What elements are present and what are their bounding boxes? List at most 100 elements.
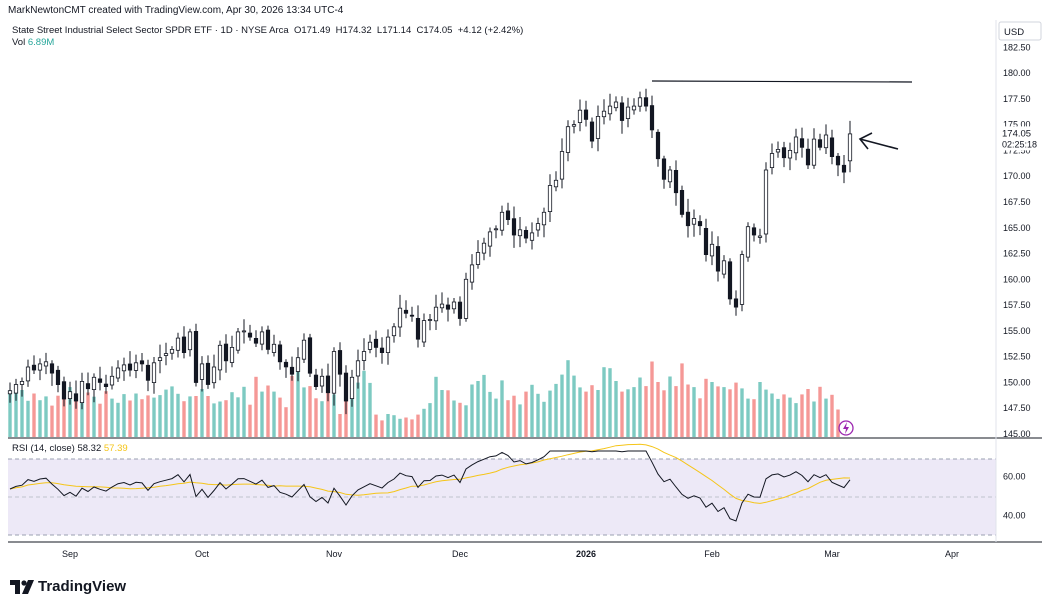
candle[interactable] (211, 354, 217, 389)
candle[interactable] (745, 222, 751, 262)
candle[interactable] (493, 225, 499, 239)
lightning-icon[interactable] (838, 420, 854, 436)
candle[interactable] (163, 342, 169, 366)
candle[interactable] (289, 356, 295, 381)
candle[interactable] (559, 138, 565, 189)
candle[interactable] (553, 171, 559, 192)
candlesticks[interactable] (7, 88, 853, 415)
candle[interactable] (97, 366, 103, 391)
candle[interactable] (505, 202, 511, 225)
candle[interactable] (811, 128, 817, 169)
candle[interactable] (91, 373, 97, 403)
candle[interactable] (271, 334, 277, 357)
candle[interactable] (685, 198, 691, 238)
candle[interactable] (283, 359, 289, 378)
candle[interactable] (613, 96, 619, 112)
tradingview-logo[interactable]: TradingView (10, 578, 126, 595)
candle[interactable] (55, 365, 61, 393)
symbol-legend[interactable]: State Street Industrial Select Sector SP… (12, 25, 523, 36)
candle[interactable] (259, 326, 265, 351)
candle[interactable] (427, 314, 433, 331)
candle[interactable] (619, 96, 625, 134)
candle[interactable] (589, 117, 595, 149)
candle[interactable] (463, 272, 469, 322)
candle[interactable] (13, 378, 19, 401)
candle[interactable] (79, 372, 85, 410)
candle[interactable] (205, 355, 211, 389)
candle[interactable] (85, 372, 91, 396)
candle[interactable] (343, 365, 349, 415)
candle[interactable] (781, 141, 787, 168)
candle[interactable] (121, 357, 127, 381)
candle[interactable] (229, 335, 235, 368)
candle[interactable] (49, 360, 55, 386)
candle[interactable] (661, 155, 667, 189)
candle[interactable] (775, 141, 781, 158)
candle[interactable] (295, 347, 301, 382)
candle[interactable] (829, 129, 835, 165)
candle[interactable] (751, 223, 757, 242)
candle[interactable] (115, 360, 121, 382)
candle[interactable] (799, 127, 805, 158)
candle[interactable] (445, 297, 451, 322)
candle[interactable] (277, 340, 283, 370)
candle[interactable] (529, 222, 535, 250)
candle[interactable] (145, 359, 151, 392)
candle[interactable] (349, 369, 355, 407)
candle[interactable] (7, 382, 13, 403)
candle[interactable] (703, 218, 709, 262)
candle[interactable] (43, 352, 49, 375)
candle[interactable] (757, 228, 763, 244)
candle[interactable] (583, 100, 589, 127)
candle[interactable] (127, 351, 133, 377)
candle[interactable] (217, 340, 223, 381)
candle[interactable] (433, 294, 439, 330)
candle[interactable] (319, 368, 325, 393)
candle[interactable] (625, 97, 631, 128)
candle[interactable] (193, 323, 199, 387)
candle[interactable] (649, 95, 655, 138)
candle[interactable] (793, 128, 799, 161)
candle[interactable] (223, 334, 229, 373)
candle[interactable] (667, 166, 673, 188)
candle[interactable] (235, 328, 241, 354)
candle[interactable] (385, 329, 391, 365)
candle[interactable] (577, 99, 583, 132)
candle[interactable] (379, 337, 385, 364)
candle[interactable] (403, 300, 409, 319)
candle[interactable] (763, 162, 769, 243)
candle[interactable] (823, 124, 829, 154)
candle[interactable] (451, 298, 457, 314)
time-axis[interactable]: SepOctNovDec2026FebMarAprMayJun (62, 549, 1050, 559)
candle[interactable] (571, 120, 577, 134)
candle[interactable] (409, 306, 415, 322)
candle[interactable] (331, 347, 337, 406)
candle[interactable] (727, 258, 733, 305)
candle[interactable] (73, 380, 79, 409)
candle[interactable] (373, 330, 379, 358)
candle[interactable] (103, 374, 109, 394)
candle[interactable] (37, 358, 43, 381)
candle[interactable] (157, 344, 163, 374)
candle[interactable] (457, 296, 463, 326)
candle[interactable] (397, 294, 403, 337)
candle[interactable] (421, 313, 427, 348)
candle[interactable] (601, 99, 607, 125)
candle[interactable] (487, 227, 493, 257)
candle[interactable] (361, 338, 367, 371)
candle[interactable] (721, 255, 727, 279)
candle[interactable] (67, 381, 73, 405)
candle[interactable] (643, 88, 649, 112)
candle[interactable] (595, 105, 601, 152)
candle[interactable] (511, 206, 517, 248)
candle[interactable] (715, 236, 721, 282)
candle[interactable] (481, 237, 487, 261)
candle[interactable] (133, 354, 139, 379)
candle[interactable] (391, 323, 397, 343)
candle[interactable] (19, 377, 25, 397)
candle[interactable] (355, 349, 361, 389)
candle[interactable] (469, 254, 475, 290)
candle[interactable] (835, 153, 841, 177)
candle[interactable] (439, 292, 445, 313)
candle[interactable] (25, 359, 31, 387)
